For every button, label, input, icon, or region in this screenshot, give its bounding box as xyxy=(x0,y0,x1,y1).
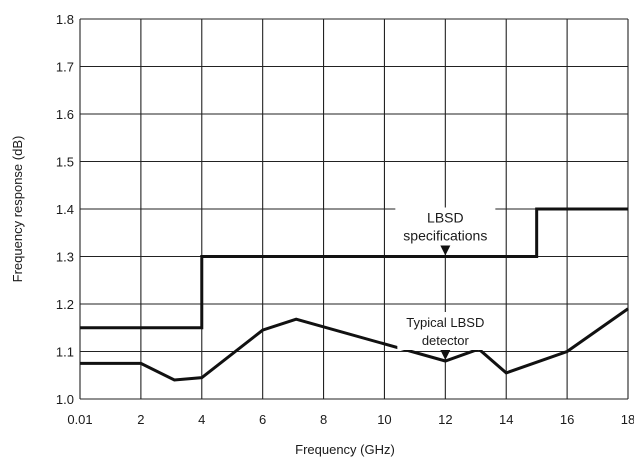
x-tick-label: 10 xyxy=(377,412,391,427)
x-tick-label: 2 xyxy=(137,412,144,427)
x-tick-label: 0.01 xyxy=(67,412,92,427)
series-lines xyxy=(80,207,629,382)
x-tick-label: 4 xyxy=(198,412,205,427)
y-axis-title: Frequency response (dB) xyxy=(10,136,25,283)
x-axis-title: Frequency (GHz) xyxy=(295,442,395,457)
lbsd-specifications-line xyxy=(80,207,628,330)
annotations: LBSD specifications Typical LBSD detector xyxy=(395,207,496,360)
y-tick-label: 1.6 xyxy=(56,107,74,122)
y-tick-label: 1.8 xyxy=(56,12,74,27)
x-tick-label: 16 xyxy=(560,412,574,427)
y-tick-label: 1.2 xyxy=(56,297,74,312)
x-tick-label: 12 xyxy=(438,412,452,427)
annotation-arrow-icon xyxy=(440,350,451,360)
annotation-background xyxy=(397,312,494,350)
y-tick-label: 1.1 xyxy=(56,345,74,360)
annotation-label: specifications xyxy=(403,228,487,244)
annotation-arrow-icon xyxy=(440,245,451,256)
y-tick-label: 1.4 xyxy=(56,202,74,217)
x-tick-labels: 0.01 2 4 6 8 10 12 14 16 18 xyxy=(67,412,634,427)
typical-lbsd-detector-line xyxy=(80,307,629,382)
y-tick-label: 1.0 xyxy=(56,392,74,407)
y-tick-labels: 1.0 1.1 1.2 1.3 1.4 1.5 1.6 1.7 1.8 xyxy=(56,12,74,407)
y-tick-label: 1.5 xyxy=(56,155,74,170)
annotation-label: detector xyxy=(422,333,470,348)
y-tick-label: 1.3 xyxy=(56,250,74,265)
annotation-background xyxy=(395,207,496,246)
y-tick-label: 1.7 xyxy=(56,60,74,75)
annotation-label: Typical LBSD xyxy=(406,315,484,330)
x-tick-label: 8 xyxy=(320,412,327,427)
x-tick-label: 18 xyxy=(621,412,634,427)
x-tick-label: 6 xyxy=(259,412,266,427)
annotation-label: LBSD xyxy=(427,210,464,226)
x-tick-label: 14 xyxy=(499,412,513,427)
